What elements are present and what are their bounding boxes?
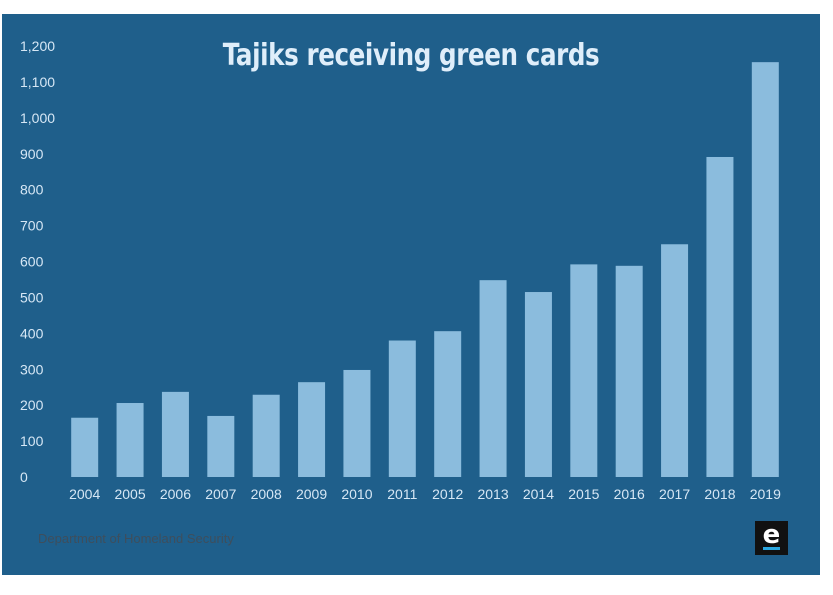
x-tick-label: 2008: [251, 486, 282, 502]
x-tick-label: 2005: [114, 486, 145, 502]
bar-chart: 0 100 200 300 400 500 600 700 800 900 1,000 1,100 1,…: [20, 38, 781, 502]
bar-2004: [71, 417, 99, 477]
x-tick-label: 2015: [568, 486, 599, 502]
bar-2008: [252, 394, 280, 477]
x-tick-label: 2018: [704, 486, 735, 502]
y-tick-label: 200: [20, 397, 44, 413]
bar-2006: [161, 391, 189, 477]
bar-2015: [570, 264, 598, 477]
bar-2012: [434, 331, 462, 477]
y-tick-label: 100: [20, 433, 44, 449]
y-tick-label: 300: [20, 361, 44, 377]
chart-title: Tajiks receiving green cards: [222, 38, 600, 73]
y-tick-label: 900: [20, 146, 44, 162]
y-tick-label: 1,200: [20, 38, 55, 54]
bar-2018: [706, 156, 734, 478]
x-tick-label: 2007: [205, 486, 236, 502]
bar-2005: [116, 403, 144, 477]
bar-2014: [524, 292, 552, 477]
y-tick-label: 1,100: [20, 74, 55, 90]
y-tick-label: 600: [20, 254, 44, 270]
bar-2019: [751, 62, 779, 477]
bar-2013: [479, 280, 507, 477]
logo-letter: e: [762, 520, 781, 550]
source-note: Department of Homeland Security: [38, 531, 234, 546]
bar-2010: [343, 369, 371, 477]
x-tick-label: 2004: [69, 486, 100, 502]
x-tick-label: 2016: [614, 486, 645, 502]
x-tick-label: 2017: [659, 486, 690, 502]
y-tick-label: 500: [20, 289, 44, 305]
x-tick-label: 2019: [750, 486, 781, 502]
bar-2017: [661, 244, 689, 477]
bar-2016: [615, 265, 643, 477]
x-tick-label: 2010: [341, 486, 372, 502]
x-tick-label: 2012: [432, 486, 463, 502]
x-tick-label: 2014: [523, 486, 554, 502]
y-tick-label: 1,000: [20, 110, 55, 126]
y-tick-label: 0: [20, 469, 28, 485]
x-tick-label: 2006: [160, 486, 191, 502]
x-tick-label: 2009: [296, 486, 327, 502]
y-tick-label: 400: [20, 325, 44, 341]
bar-2009: [298, 382, 326, 477]
y-tick-label: 800: [20, 182, 44, 198]
x-tick-label: 2013: [477, 486, 508, 502]
chart-panel: 0 100 200 300 400 500 600 700 800 900 1,000 1,100 1,…: [2, 14, 820, 575]
bar-2007: [207, 415, 235, 477]
logo-icon: e: [755, 521, 788, 555]
bar-2011: [388, 340, 416, 477]
x-tick-label: 2011: [387, 486, 417, 502]
y-tick-label: 700: [20, 218, 44, 234]
logo-underline: [763, 547, 780, 550]
